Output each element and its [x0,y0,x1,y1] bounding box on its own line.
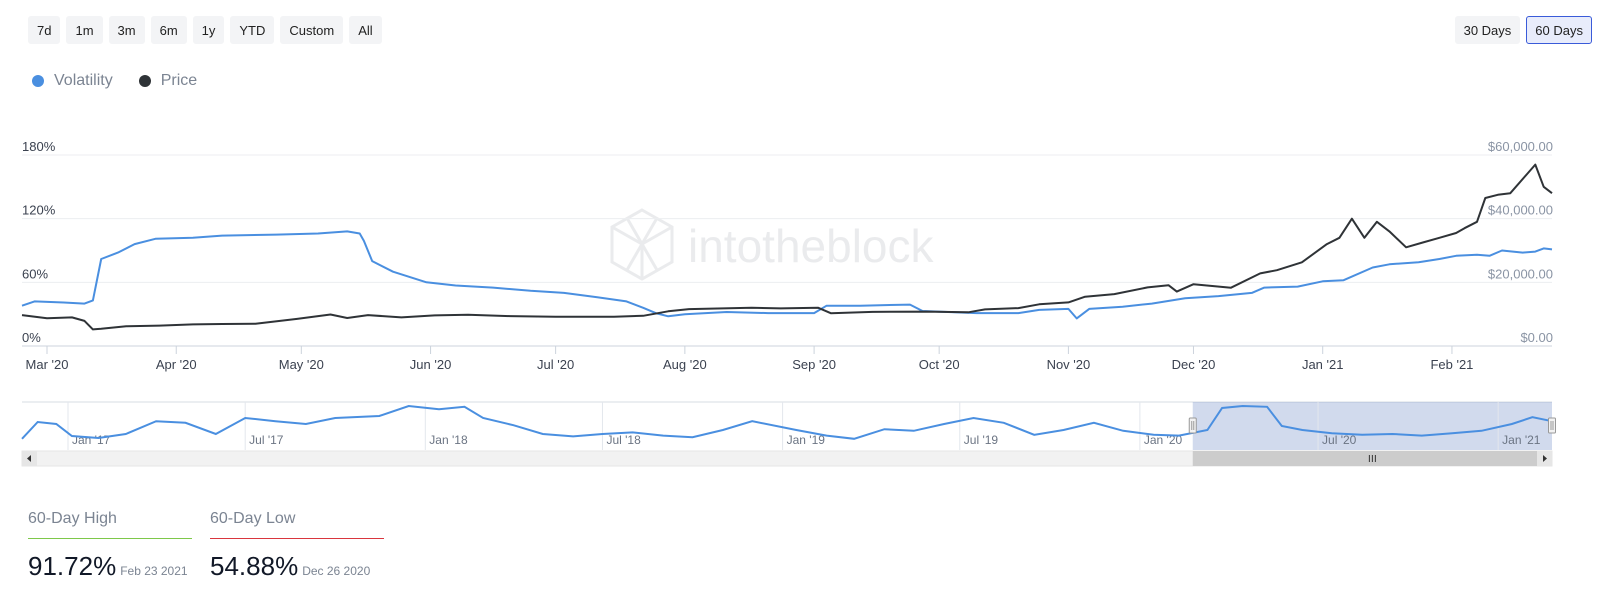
series-line-price [21,163,1553,331]
y-left-tick-label: 120% [22,203,56,218]
arrow-right-icon [1543,455,1547,462]
x-tick-label: Oct '20 [919,357,960,372]
stats-panel: 60-Day High 91.72% Feb 23 2021 60-Day Low… [28,510,384,582]
legend-item-volatility[interactable]: Volatility [32,72,113,90]
navigator-tick-label: Jul '18 [606,433,641,447]
navigator-tick-label: Jan '17 [72,433,111,447]
x-tick-label: Jul '20 [537,357,574,372]
intotheblock-watermark: intotheblock [610,208,934,281]
x-tick-label: Feb '21 [1430,357,1473,372]
x-tick-label: Aug '20 [663,357,707,372]
stat-high-rule [28,538,192,539]
navigator-selection [1192,402,1552,450]
stat-high-date: Feb 23 2021 [120,564,188,578]
navigator-left-handle[interactable] [1188,417,1197,434]
legend-label-volatility: Volatility [54,72,113,89]
stat-high-label: 60-Day High [28,510,117,527]
window-selector: 30 Days 60 Days [1454,16,1592,44]
navigator-tick-label: Jul '19 [964,433,999,447]
y-right-tick-label: $40,000.00 [1488,203,1553,218]
stat-60-day-low: 60-Day Low 54.88% Dec 26 2020 [210,510,384,582]
x-tick-label: Jun '20 [410,357,452,372]
range-all-button[interactable]: All [349,16,382,44]
range-1y-button[interactable]: 1y [192,16,225,44]
x-tick-label: Sep '20 [792,357,836,372]
y-left-tick-label: 180% [22,139,56,154]
y-right-tick-label: $60,000.00 [1488,139,1553,154]
range-6m-button[interactable]: 6m [150,16,187,44]
navigator-tick-label: Jul '20 [1322,433,1357,447]
navigator-tick-label: Jan '19 [787,433,826,447]
y-right-tick-label: $20,000.00 [1488,266,1553,281]
stat-low-label: 60-Day Low [210,510,296,527]
navigator-tick-label: Jan '21 [1502,433,1541,447]
navigator-right-handle[interactable] [1548,417,1556,434]
x-tick-label: Dec '20 [1172,357,1216,372]
legend-label-price: Price [160,72,198,89]
series-line-volatility [21,230,1553,320]
navigator-tick-label: Jan '20 [1144,433,1183,447]
x-tick-label: Mar '20 [26,357,69,372]
chart-legend: Volatility Price [32,72,197,90]
navigator-series-line [21,404,1553,440]
navigator-tick-label: Jan '18 [429,433,468,447]
x-tick-label: Nov '20 [1047,357,1091,372]
stat-low-rule [210,538,384,539]
arrow-left-icon [27,455,31,462]
range-1m-button[interactable]: 1m [66,16,103,44]
range-7d-button[interactable]: 7d [28,16,61,44]
stat-low-date: Dec 26 2020 [302,564,371,578]
watermark-text: intotheblock [688,220,934,272]
y-right-tick-label: $0.00 [1520,330,1553,345]
stat-60-day-high: 60-Day High 91.72% Feb 23 2021 [28,510,192,582]
x-tick-label: Jan '21 [1302,357,1344,372]
window-60-days-button[interactable]: 60 Days [1526,16,1592,44]
legend-item-price[interactable]: Price [138,72,198,90]
stat-low-value: 54.88% [210,551,299,581]
x-tick-label: Apr '20 [156,357,197,372]
y-left-tick-label: 60% [22,266,48,281]
x-tick-label: May '20 [279,357,324,372]
stat-high-value: 91.72% [28,551,117,581]
window-30-days-button[interactable]: 30 Days [1454,16,1521,44]
range-selector: 7d 1m 3m 6m 1y YTD Custom All [28,16,382,44]
range-custom-button[interactable]: Custom [280,16,344,44]
navigator-tick-label: Jul '17 [249,433,284,447]
range-3m-button[interactable]: 3m [108,16,145,44]
y-left-tick-label: 0% [22,330,41,345]
price-dot-icon [138,75,151,87]
range-ytd-button[interactable]: YTD [230,16,275,44]
volatility-dot-icon [32,75,44,87]
